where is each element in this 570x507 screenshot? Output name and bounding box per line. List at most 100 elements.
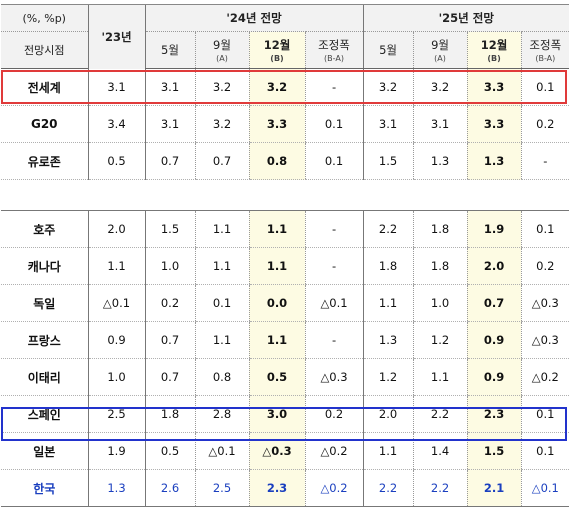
value-2025-dec: 1.9 (466, 210, 522, 248)
value-2024-may: 1.8 (144, 395, 195, 433)
value-2025-may: 1.2 (362, 358, 414, 396)
country-name: 스페인 (1, 395, 88, 433)
country-name: G20 (1, 105, 88, 143)
value-2024-sep: 3.2 (194, 68, 249, 106)
table-row: 유로존 0.5 0.7 0.7 0.8 0.1 1.5 1.3 1.3- (1, 142, 570, 180)
col-2024-sep: 9월 (A) (194, 31, 249, 69)
value-2024-dec: 0.8 (248, 142, 305, 180)
value-2025-sep: 2.2 (412, 469, 468, 507)
col-2025-may: 5월 (362, 31, 414, 69)
col-2025-adj: 조정폭 (B-A) (520, 31, 570, 69)
value-2025-adj: 0.1 (520, 68, 570, 106)
value-2024-sep: 0.8 (194, 358, 249, 396)
group-2024-header: '24년 전망 (144, 4, 364, 32)
value-2024-sep: 3.2 (194, 105, 249, 143)
value-2024-adj: 0.2 (304, 395, 364, 433)
value-2023: 1.1 (87, 247, 145, 285)
value-2024-dec: 0.5 (248, 358, 305, 396)
country-name: 호주 (1, 210, 88, 248)
value-2023: 0.9 (87, 321, 145, 359)
value-2025-sep: 1.0 (412, 284, 468, 322)
value-2025-may: 3.1 (362, 105, 414, 143)
value-2024-may: 0.7 (144, 142, 195, 180)
value-2024-adj: △0.1 (304, 284, 364, 322)
country-name: 프랑스 (1, 321, 88, 359)
value-2023: 3.1 (87, 68, 145, 106)
value-2024-adj: - (304, 210, 364, 248)
value-2024-adj: △0.3 (304, 358, 364, 396)
value-2025-dec: 2.0 (466, 247, 522, 285)
table-row: 프랑스 0.9 0.7 1.1 1.1-1.3 1.2 0.9 △0.3 (1, 321, 570, 359)
country-name: 전세계 (1, 68, 88, 106)
value-2024-dec: 1.1 (248, 321, 305, 359)
value-2025-may: 2.0 (362, 395, 414, 433)
value-2024-adj: △0.2 (304, 469, 364, 507)
value-2024-dec: 1.1 (248, 247, 305, 285)
value-2025-sep: 1.8 (412, 210, 468, 248)
value-2024-dec: 2.3 (248, 469, 305, 507)
value-2024-sep: 0.1 (194, 284, 249, 322)
value-2024-adj: △0.2 (304, 432, 364, 470)
table-row: 캐나다 1.1 1.0 1.1 1.1-1.8 1.8 2.0 0.2 (1, 247, 570, 285)
value-2024-sep: 2.8 (194, 395, 249, 433)
value-2024-dec: 1.1 (248, 210, 305, 248)
value-2024-may: 0.5 (144, 432, 195, 470)
value-2025-dec: 3.3 (466, 68, 522, 106)
value-2025-dec: 2.3 (466, 395, 522, 433)
value-2025-dec: 0.9 (466, 358, 522, 396)
value-2024-may: 0.7 (144, 321, 195, 359)
value-2025-adj: 0.1 (520, 432, 570, 470)
value-2023: 0.5 (87, 142, 145, 180)
value-2024-dec: 3.3 (248, 105, 305, 143)
value-2025-adj: △0.3 (520, 284, 570, 322)
value-2024-may: 1.5 (144, 210, 195, 248)
value-2025-adj: △0.2 (520, 358, 570, 396)
value-2025-may: 1.5 (362, 142, 414, 180)
value-2023: 1.3 (87, 469, 145, 507)
value-2025-sep: 1.1 (412, 358, 468, 396)
value-2025-may: 1.3 (362, 321, 414, 359)
value-2025-sep: 1.8 (412, 247, 468, 285)
value-2025-may: 1.1 (362, 284, 414, 322)
value-2024-sep: 1.1 (194, 247, 249, 285)
table-row: 이태리 1.0 0.7 0.8 0.5 △0.3 1.2 1.1 0.9 △0.2 (1, 358, 570, 396)
value-2025-adj: △0.3 (520, 321, 570, 359)
growth-forecast-table: (%, %p) '23년 '24년 전망 '25년 전망 전망시점 5월 9월(… (1, 4, 570, 507)
value-2025-dec: 0.9 (466, 321, 522, 359)
table-row: 스페인 2.5 1.8 2.8 3.0 0.2 2.0 2.2 2.3 0.1 (1, 395, 570, 433)
country-name: 캐나다 (1, 247, 88, 285)
value-2025-adj: △0.1 (520, 469, 570, 507)
table-row: 한국 1.3 2.6 2.5 2.3 △0.2 2.2 2.2 2.1 △0.1 (1, 469, 570, 507)
value-2025-sep: 1.3 (412, 142, 468, 180)
value-2025-dec: 2.1 (466, 469, 522, 507)
value-2024-dec: △0.3 (248, 432, 305, 470)
value-2025-sep: 1.4 (412, 432, 468, 470)
group-spacer-row (1, 179, 570, 211)
value-2023: 2.0 (87, 210, 145, 248)
viewpoint-label: 전망시점 (1, 31, 88, 69)
value-2025-sep: 3.1 (412, 105, 468, 143)
value-2024-sep: 0.7 (194, 142, 249, 180)
value-2024-may: 0.7 (144, 358, 195, 396)
value-2024-may: 1.0 (144, 247, 195, 285)
value-2024-sep: 1.1 (194, 321, 249, 359)
table-body: 전세계 3.1 3.1 3.2 3.2-3.2 3.2 3.3 0.1 G20 3.4 3.1 3.2… (1, 68, 570, 507)
unit-label: (%, %p) (1, 4, 88, 32)
value-2025-adj: 0.2 (520, 247, 570, 285)
col-2024-adj: 조정폭 (B-A) (304, 31, 364, 69)
value-2025-dec: 0.7 (466, 284, 522, 322)
value-2023: 1.0 (87, 358, 145, 396)
table-row: 호주 2.0 1.5 1.1 1.1-2.2 1.8 1.9 0.1 (1, 210, 570, 248)
table-row: 전세계 3.1 3.1 3.2 3.2-3.2 3.2 3.3 0.1 (1, 68, 570, 106)
value-2024-adj: 0.1 (304, 142, 364, 180)
country-name: 독일 (1, 284, 88, 322)
value-2025-sep: 3.2 (412, 68, 468, 106)
value-2024-sep: 2.5 (194, 469, 249, 507)
country-name: 한국 (1, 469, 88, 507)
value-2023: 1.9 (87, 432, 145, 470)
value-2024-adj: - (304, 247, 364, 285)
value-2025-adj: 0.1 (520, 210, 570, 248)
value-2024-may: 3.1 (144, 68, 195, 106)
country-name: 유로존 (1, 142, 88, 180)
value-2024-adj: 0.1 (304, 105, 364, 143)
